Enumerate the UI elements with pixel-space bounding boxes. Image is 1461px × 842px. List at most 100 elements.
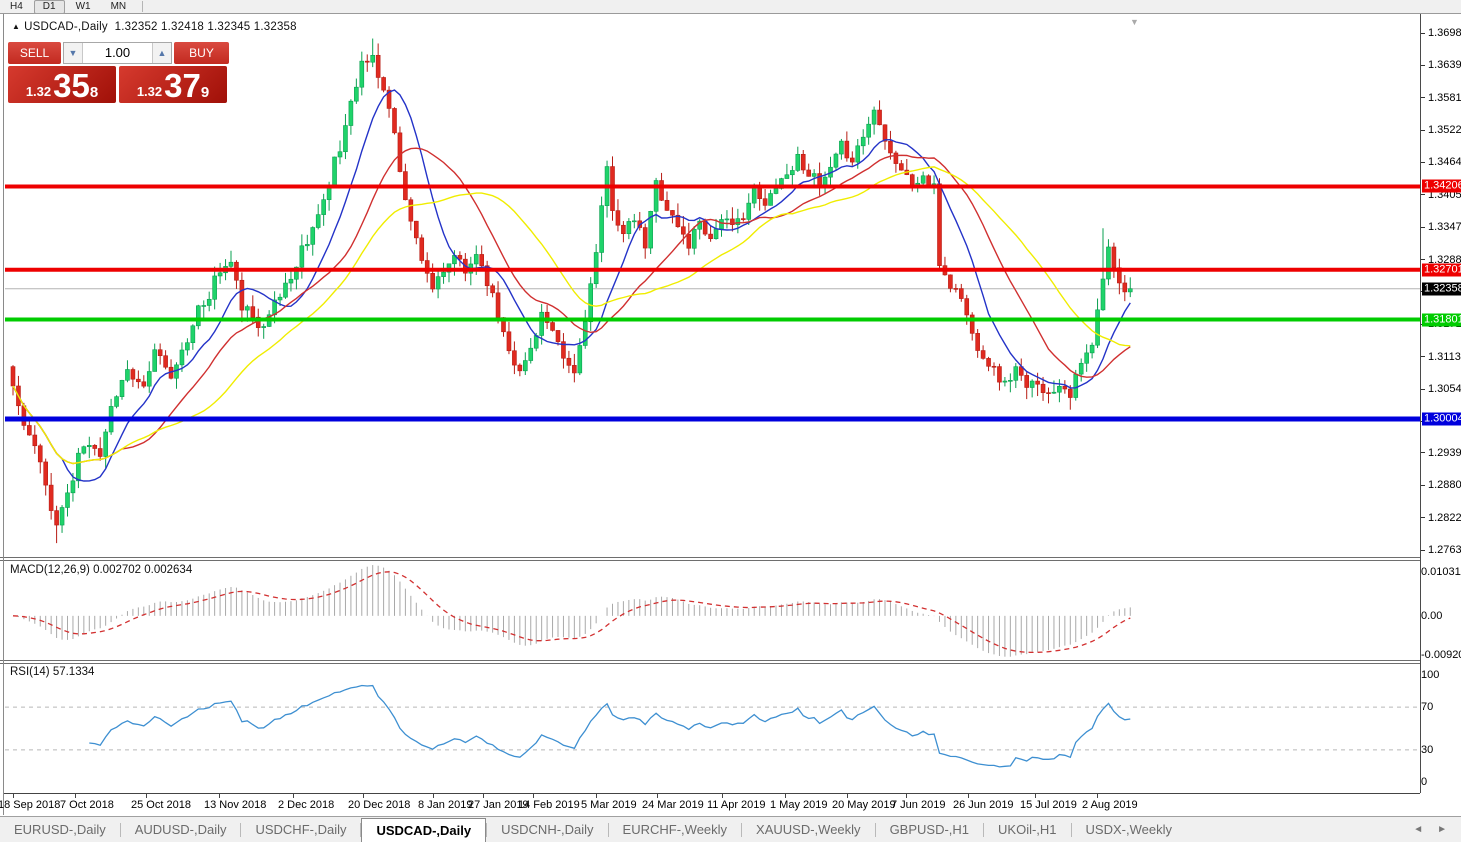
sell-price-box[interactable]: 1.32 35 8 — [8, 66, 116, 103]
tab-xauusd-weekly[interactable]: XAUUSD-,Weekly — [756, 822, 861, 837]
macd-indicator-panel[interactable] — [5, 561, 1420, 660]
tab-gbpusd-h1[interactable]: GBPUSD-,H1 — [889, 822, 970, 837]
tab-usdcnh-daily[interactable]: USDCNH-,Daily — [501, 822, 594, 837]
price-tick-label: 1.28805 — [1428, 479, 1461, 492]
date-tick-mark — [363, 794, 364, 798]
sell-price-pip: 8 — [89, 84, 99, 101]
price-tick-label: 1.33470 — [1428, 221, 1461, 234]
rsi-axis-label: 30 — [1421, 743, 1434, 756]
price-tick-label: 1.36395 — [1428, 59, 1461, 72]
price-tick-mark — [1421, 549, 1425, 551]
chart-left-border — [3, 14, 4, 815]
macd-rsi-separator[interactable] — [0, 660, 1421, 664]
price-tick-mark — [1421, 32, 1425, 34]
timeframe-button-d1[interactable]: D1 — [33, 0, 65, 14]
tab-eurchf-weekly[interactable]: EURCHF-,Weekly — [622, 822, 728, 837]
price-tick-mark — [1421, 97, 1425, 99]
date-tick-mark — [785, 794, 786, 798]
date-tick-mark — [75, 794, 76, 798]
date-label: 5 Mar 2019 — [581, 799, 637, 811]
ohlc-values: 1.32352 1.32418 1.32345 1.32358 — [114, 21, 297, 33]
date-tick-mark — [722, 794, 723, 798]
tab-scroll-right-icon[interactable]: ► — [1437, 824, 1447, 835]
price-tick-label: 1.31130 — [1428, 350, 1461, 363]
timeframe-button-w1[interactable]: W1 — [75, 0, 91, 12]
toolbar-separator — [142, 1, 144, 12]
price-tick: 1.27635 — [1421, 544, 1461, 556]
date-tick-mark — [533, 794, 534, 798]
level-price-badge: 1.31801 — [1422, 313, 1461, 327]
price-tick-label: 1.35810 — [1428, 91, 1461, 104]
symbol-period-label: USDCAD-,Daily — [24, 21, 108, 33]
bid-price-badge: 1.32358 — [1422, 282, 1461, 296]
tab-divider — [607, 822, 609, 837]
sell-button[interactable]: SELL — [8, 42, 61, 64]
date-axis[interactable]: 18 Sep 2018 7 Oct 2018 25 Oct 2018 13 Nov 2… — [0, 793, 1420, 816]
rsi-axis-label: 0 — [1421, 776, 1428, 788]
date-label: 1 May 2019 — [770, 799, 828, 811]
tab-divider — [983, 822, 985, 837]
volume-stepper[interactable]: ▼ 1.00 ▲ — [63, 42, 172, 64]
date-label: 14 Feb 2019 — [518, 799, 580, 811]
level-price-badge: 1.34206 — [1422, 179, 1461, 193]
date-tick-mark — [657, 794, 658, 798]
volume-decrease-icon[interactable]: ▼ — [64, 43, 83, 63]
date-tick-mark — [293, 794, 294, 798]
buy-button[interactable]: BUY — [174, 42, 229, 64]
price-axis-border — [1420, 14, 1421, 793]
timeframe-button-h4[interactable]: H4 — [10, 0, 23, 12]
price-tick: 1.32885 — [1421, 254, 1461, 266]
date-tick-mark — [483, 794, 484, 798]
price-tick-mark — [1421, 517, 1425, 519]
date-tick-mark — [13, 794, 14, 798]
date-label: 7 Oct 2018 — [60, 799, 114, 811]
price-tick: 1.35225 — [1421, 124, 1461, 136]
rsi-indicator-panel[interactable] — [5, 663, 1420, 791]
tab-usdchf-daily[interactable]: USDCHF-,Daily — [255, 822, 347, 837]
rsi-axis-label: 70 — [1421, 701, 1434, 714]
macd-axis-label: 0.010311 — [1421, 565, 1461, 578]
date-label: 15 Jul 2019 — [1020, 799, 1077, 811]
price-tick-mark — [1421, 452, 1425, 454]
price-tick-mark — [1421, 484, 1425, 486]
price-tick-label: 1.29390 — [1428, 446, 1461, 459]
tab-usdx-weekly[interactable]: USDX-,Weekly — [1085, 822, 1172, 837]
date-tick-mark — [1097, 794, 1098, 798]
date-label: 26 Jun 2019 — [953, 799, 1014, 811]
tab-divider — [486, 822, 488, 837]
buy-price-prefix: 1.32 — [136, 84, 163, 99]
macd-axis-label: 0.00 — [1421, 609, 1443, 622]
date-tick-mark — [1035, 794, 1036, 798]
collapse-triangle-icon[interactable]: ▲ — [12, 22, 21, 31]
buy-price-box[interactable]: 1.32 37 9 — [119, 66, 227, 103]
tab-usdcad-daily[interactable]: USDCAD-,Daily — [361, 818, 487, 842]
price-tick: 1.28805 — [1421, 479, 1461, 491]
timeframe-button-mn[interactable]: MN — [110, 0, 127, 12]
date-tick-mark — [847, 794, 848, 798]
price-tick-label: 1.35225 — [1428, 124, 1461, 137]
price-tick-mark — [1421, 64, 1425, 66]
chart-shift-marker-icon[interactable]: ▼ — [1130, 17, 1139, 27]
volume-increase-icon[interactable]: ▲ — [152, 43, 171, 63]
main-macd-separator[interactable] — [0, 557, 1421, 561]
buy-price-main: 37 — [164, 67, 201, 104]
tab-divider — [874, 822, 876, 837]
main-price-chart[interactable] — [5, 20, 1420, 558]
date-tick-mark — [968, 794, 969, 798]
price-tick: 1.35810 — [1421, 92, 1461, 104]
price-tick-label: 1.30545 — [1428, 383, 1461, 396]
date-label: 20 Dec 2018 — [348, 799, 411, 811]
price-tick: 1.33470 — [1421, 221, 1461, 233]
price-axis[interactable]: 1.369801.363951.358101.352251.346401.340… — [1421, 14, 1461, 793]
date-label: 2 Aug 2019 — [1082, 799, 1138, 811]
tab-scroll-left-icon[interactable]: ◄ — [1413, 824, 1424, 835]
price-tick-mark — [1421, 129, 1425, 131]
date-tick-mark — [146, 794, 147, 798]
tab-eurusd-daily[interactable]: EURUSD-,Daily — [14, 822, 106, 837]
tab-audusd-daily[interactable]: AUDUSD-,Daily — [134, 822, 227, 837]
tab-ukoil-h1[interactable]: UKOil-,H1 — [998, 822, 1057, 837]
tab-divider — [741, 822, 743, 837]
volume-value[interactable]: 1.00 — [104, 45, 131, 60]
tab-divider — [240, 822, 242, 837]
